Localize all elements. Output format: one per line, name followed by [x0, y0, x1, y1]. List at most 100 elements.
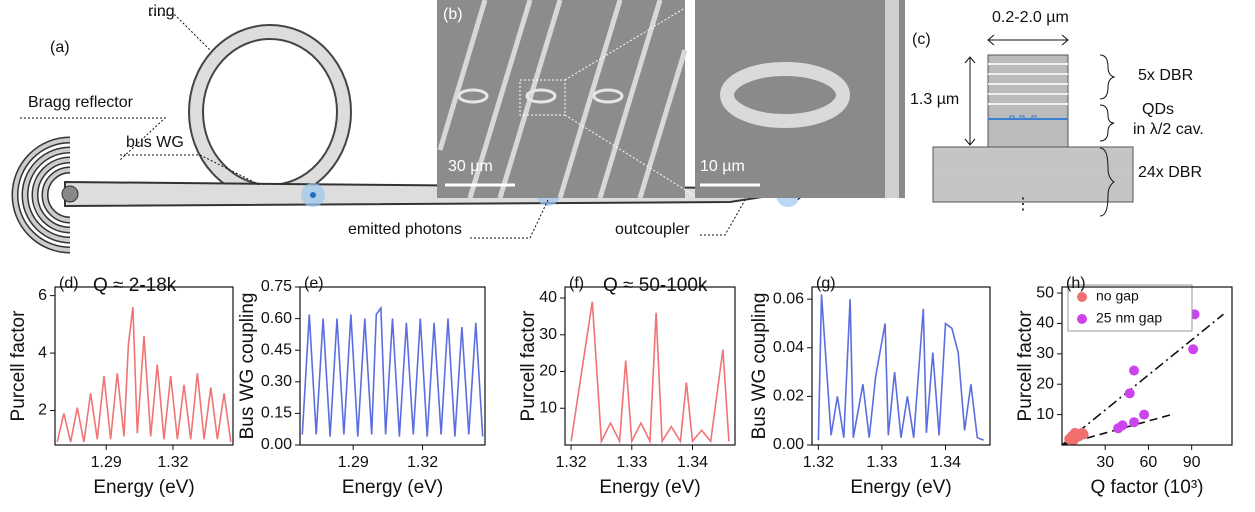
y-tick-label: 6 — [38, 287, 47, 304]
y-tick-label: 50 — [1036, 284, 1054, 301]
x-tick-label: 1.32 — [157, 454, 188, 471]
x-tick-label: 1.33 — [866, 454, 897, 471]
y-axis-label: Purcell factor — [518, 310, 539, 422]
label: outcoupler — [615, 221, 690, 238]
label: 5x DBR — [1138, 67, 1193, 84]
x-tick-label: 1.29 — [91, 454, 122, 471]
plot-frame — [811, 286, 991, 446]
point — [1078, 429, 1089, 440]
legend-marker — [1077, 314, 1087, 324]
y-tick-label: 0.30 — [261, 373, 292, 390]
scale-bar: 30 µm — [448, 158, 493, 175]
point — [1188, 344, 1199, 355]
label: emitted photons — [348, 221, 462, 238]
annotation: Q ≈ 50-100k — [603, 275, 708, 296]
y-tick-label: 20 — [1036, 375, 1054, 392]
label: ⋮ — [1015, 196, 1031, 213]
x-tick-label: 90 — [1183, 454, 1201, 471]
y-tick-label: 20 — [539, 363, 557, 380]
spectrum — [301, 305, 484, 437]
x-axis-label: Energy (eV) — [850, 477, 951, 498]
x-axis-label: Energy (eV) — [93, 477, 194, 498]
bragg-shape — [13, 138, 71, 252]
plot-frame — [299, 286, 486, 446]
label: 0.2-2.0 µm — [992, 9, 1069, 26]
panel-label: (e) — [304, 275, 324, 292]
y-tick-label: 2 — [38, 402, 47, 419]
panel-label: (g) — [816, 275, 836, 292]
y-tick-label: 4 — [38, 344, 47, 361]
legend-box — [1067, 284, 1193, 332]
y-tick-label: 0.45 — [261, 341, 292, 358]
bragg-center — [61, 185, 79, 203]
label: 1.3 µm — [910, 91, 959, 108]
leader-lines — [20, 14, 746, 239]
y-tick-label: 10 — [1036, 406, 1054, 423]
y-tick-label: 30 — [539, 326, 557, 343]
scale-bar: 10 µm — [700, 158, 745, 175]
y-tick-label: 40 — [1036, 315, 1054, 332]
sem-ring-zoom — [720, 62, 850, 128]
x-tick-label: 1.32 — [407, 454, 438, 471]
point — [1129, 365, 1140, 376]
label: QDs — [1142, 101, 1174, 118]
spectrum — [570, 301, 730, 445]
y-tick-label: 10 — [539, 399, 557, 416]
plot-frame — [564, 286, 736, 446]
y-tick-label: 0.04 — [773, 339, 804, 356]
charts: 1.29 1.32 2 4 6 Energy (eV) Purcell factor (d) Q… — [8, 275, 1233, 498]
y-tick-label: 0.60 — [261, 310, 292, 327]
y-axis-label: Purcell factor — [1015, 310, 1036, 422]
panel-label: (c) — [912, 31, 931, 48]
y-tick-label: 40 — [539, 289, 557, 306]
point — [1129, 417, 1140, 428]
x-tick-label: 60 — [1140, 454, 1158, 471]
x-tick-label: 1.32 — [556, 454, 587, 471]
fit-line — [1061, 313, 1224, 446]
sem-rings — [457, 88, 624, 104]
label: ring — [148, 3, 175, 20]
label: in λ/2 cav. — [1133, 121, 1204, 138]
sem-images: (b) 30 µm 10 µm — [437, 0, 905, 199]
panel-label: (a) — [50, 39, 70, 56]
x-tick-label: 1.29 — [338, 454, 369, 471]
cross-section: (c) 0.2-2.0 µm 1.3 µm 5x DBR QDs in λ/2 … — [910, 9, 1204, 217]
x-tick-label: 30 — [1096, 454, 1114, 471]
ring-shape — [190, 26, 350, 198]
x-tick-label: 1.32 — [803, 454, 834, 471]
x-tick-label: 1.33 — [616, 454, 647, 471]
schematic-a: (a) ring Bragg reflector bus WG emitted … — [11, 3, 806, 254]
annotation: Q ≈ 2-18k — [93, 275, 177, 296]
point — [1139, 409, 1150, 420]
point — [1113, 423, 1124, 434]
x-tick-label: 1.34 — [930, 454, 961, 471]
label: bus WG — [126, 134, 184, 151]
x-axis-label: Q factor (10³) — [1091, 477, 1204, 498]
y-tick-label: 0.00 — [773, 436, 804, 453]
y-tick-label: 0.15 — [261, 405, 292, 422]
y-axis-label: Bus WG coupling — [749, 293, 770, 440]
plot-frame — [54, 286, 234, 446]
legend-label: no gap — [1096, 288, 1139, 304]
y-tick-label: 0.06 — [773, 290, 804, 307]
panel-label: (f) — [569, 275, 584, 292]
panel-label: (d) — [59, 275, 79, 292]
x-axis-label: Energy (eV) — [599, 477, 700, 498]
y-tick-label: 0.02 — [773, 388, 804, 405]
x-tick-label: 1.34 — [677, 454, 708, 471]
y-tick-label: 30 — [1036, 345, 1054, 362]
plot-frame — [1061, 286, 1233, 446]
label: Bragg reflector — [28, 94, 134, 111]
x-axis-label: Energy (eV) — [342, 477, 443, 498]
y-axis-label: Bus WG coupling — [237, 293, 258, 440]
label: 24x DBR — [1138, 164, 1202, 181]
y-tick-label: 0.00 — [261, 436, 292, 453]
point — [1124, 388, 1135, 399]
y-axis-label: Purcell factor — [8, 310, 29, 422]
spectrum — [56, 307, 232, 443]
panel-label: (b) — [443, 6, 463, 23]
legend-marker — [1077, 292, 1087, 302]
legend-label: 25 nm gap — [1096, 310, 1162, 326]
sem-features — [437, 0, 688, 199]
